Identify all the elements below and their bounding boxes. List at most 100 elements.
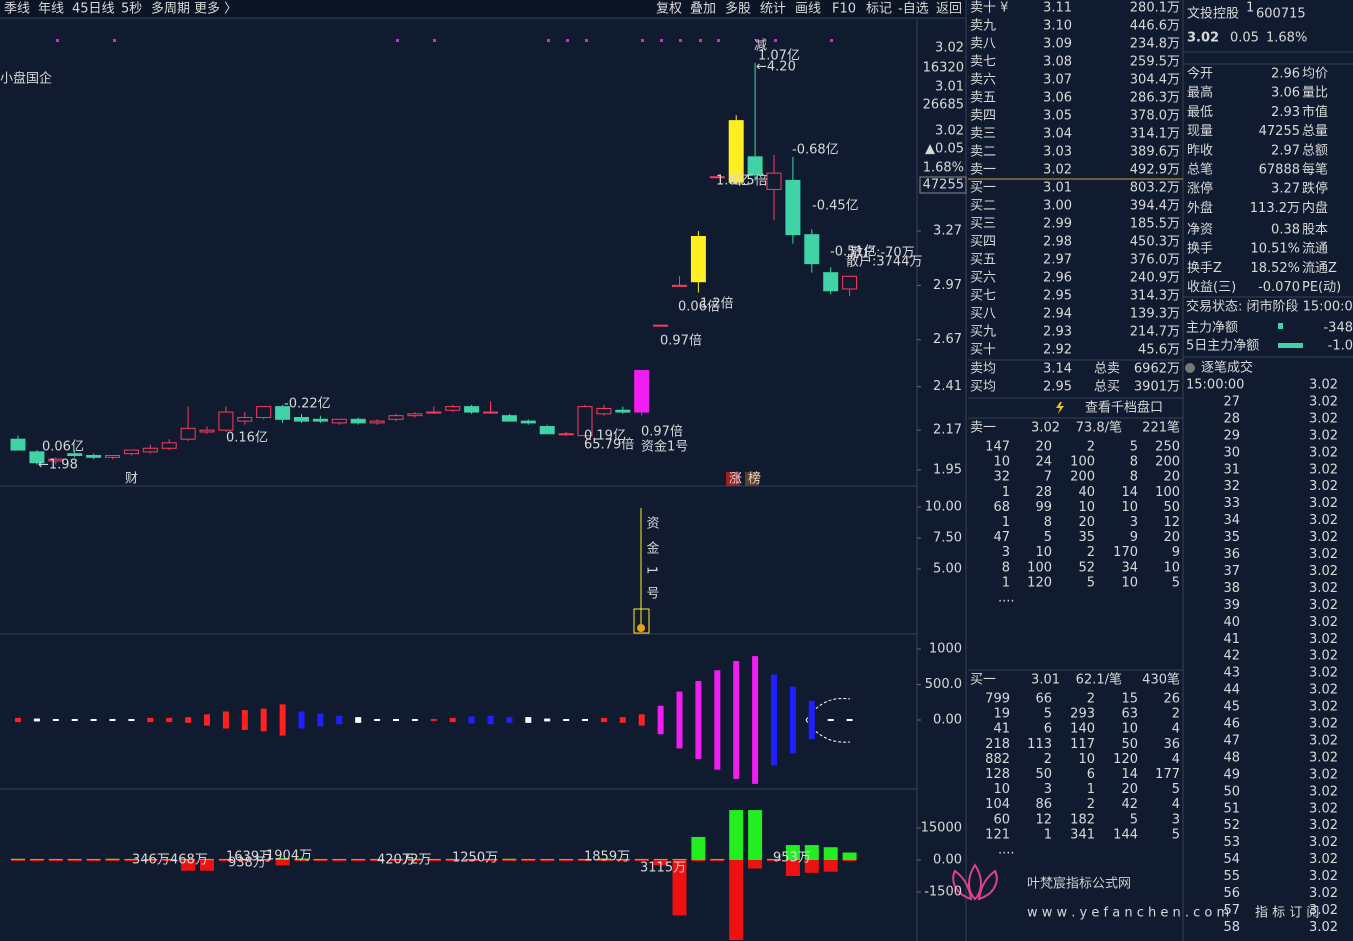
- toolbar-item[interactable]: 年线: [38, 2, 64, 17]
- marker-dot: [641, 39, 644, 42]
- flow-bar: [729, 810, 744, 860]
- trade-price: 3.02: [1309, 717, 1338, 732]
- wave-bar: [317, 713, 324, 727]
- queue-cell: 182: [1070, 812, 1095, 827]
- toolbar-item[interactable]: 返回: [936, 2, 962, 17]
- flow-bar: [48, 859, 63, 861]
- flow-bar: [105, 859, 120, 861]
- flow-bar: [634, 859, 649, 861]
- toolbar-item[interactable]: 复权: [656, 1, 682, 17]
- trade-price: 3.02: [1309, 428, 1338, 443]
- flow-bar: [86, 859, 101, 861]
- annotation: 小盘国企: [0, 71, 52, 87]
- queue-cell: 1: [1002, 515, 1010, 530]
- candle-body: [653, 324, 669, 327]
- queue-cell: 2: [1087, 440, 1095, 455]
- depth-link[interactable]: 查看千档盘口: [1085, 400, 1163, 416]
- candle-body: [615, 409, 631, 413]
- flow-bar: [672, 858, 687, 860]
- queue-cell: 1: [1002, 575, 1010, 590]
- crosshair-label: 47255: [923, 178, 964, 193]
- toolbar-item[interactable]: 统计: [760, 2, 786, 17]
- stat-value: 10.51%: [1250, 242, 1300, 257]
- crosshair-label: 1.68%: [923, 161, 964, 176]
- book-price: 2.98: [1043, 235, 1072, 250]
- trade-price: 3.02: [1309, 784, 1338, 799]
- book-price: 2.93: [1043, 325, 1072, 340]
- toolbar-item[interactable]: 多股: [725, 1, 751, 17]
- candle-body: [501, 415, 517, 422]
- toolbar-item[interactable]: 45日线: [72, 2, 115, 17]
- trade-price: 3.02: [1309, 818, 1338, 833]
- queue-orders: 221笔: [1142, 420, 1180, 436]
- trade-time: 54: [1223, 852, 1240, 867]
- book-price: 3.09: [1043, 37, 1072, 52]
- book-volume: 314.1万: [1130, 127, 1180, 142]
- flow-bar: [823, 859, 838, 872]
- book-price: 3.06: [1043, 91, 1072, 106]
- queue-cell: 19: [993, 707, 1010, 722]
- y-tick-label: 500.0: [925, 677, 962, 692]
- book-label: 卖五: [970, 91, 996, 106]
- toolbar-item[interactable]: 画线: [795, 2, 821, 17]
- flow-bar: [464, 859, 479, 861]
- wave-bar: [544, 718, 551, 722]
- book-price: 2.99: [1043, 217, 1072, 232]
- trade-time: 32: [1223, 479, 1240, 494]
- toolbar-item[interactable]: 5秒: [121, 2, 142, 17]
- flow-bar: [748, 859, 763, 869]
- flow-bar: [653, 859, 668, 866]
- toolbar-item[interactable]: -自选: [898, 2, 929, 17]
- y-tick-label: 2.17: [933, 423, 962, 438]
- book-price: 3.03: [1043, 145, 1072, 160]
- signal-label: 资金1号: [644, 516, 660, 611]
- stat-label: 均价: [1302, 67, 1328, 82]
- queue-cell: 147: [985, 440, 1010, 455]
- flow-bar: [710, 858, 725, 860]
- queue-cell: 52: [1078, 560, 1095, 575]
- candle-body: [520, 420, 536, 424]
- queue-cell: 5: [1044, 707, 1052, 722]
- trade-price: 3.02: [1309, 750, 1338, 765]
- book-volume: 446.6万: [1130, 19, 1180, 34]
- toolbar-item[interactable]: 季线: [4, 2, 30, 17]
- queue-price: 3.02: [1031, 421, 1060, 436]
- toolbar-item[interactable]: F10: [832, 2, 856, 17]
- book-volume: 492.9万: [1130, 163, 1180, 178]
- wave-bar: [355, 717, 362, 723]
- flow-bar: [521, 859, 536, 861]
- flow-bar: [578, 859, 592, 861]
- queue-cell: 5: [1130, 812, 1138, 827]
- toolbar-item[interactable]: 标记: [866, 2, 892, 17]
- book-price: 3.11: [1043, 1, 1072, 16]
- queue-cell: 2: [1087, 797, 1095, 812]
- flow-bar: [842, 859, 857, 861]
- book-label: 总卖: [1094, 362, 1120, 377]
- queue-orders: 430笔: [1142, 672, 1180, 688]
- toolbar-item[interactable]: 多周期: [151, 1, 190, 17]
- toolbar-item[interactable]: 更多 〉: [194, 1, 237, 17]
- queue-cell: 341: [1070, 827, 1095, 842]
- stat-label: 总量: [1302, 124, 1328, 139]
- toolbar-item[interactable]: 叠加: [690, 2, 716, 17]
- queue-cell: 1: [1044, 827, 1052, 842]
- book-price: 2.97: [1043, 253, 1072, 268]
- queue-cell: 10: [1121, 500, 1138, 515]
- flow-value: -348: [1323, 321, 1353, 336]
- flow-bar: [559, 858, 574, 860]
- book-label: 买七: [970, 289, 996, 304]
- queue-cell: 20: [1163, 530, 1180, 545]
- book-volume: 314.3万: [1130, 289, 1180, 304]
- queue-cell: 144: [1113, 827, 1138, 842]
- flow-bar: [710, 859, 725, 861]
- y-tick-label: 1000: [929, 641, 962, 656]
- marker-dot: [756, 39, 759, 42]
- flow-bar: [540, 859, 555, 861]
- queue-cell: 293: [1070, 707, 1095, 722]
- stat-label: 股本: [1302, 223, 1328, 238]
- crosshair-label: ▲0.05: [925, 142, 964, 157]
- flow-bar: [181, 859, 196, 871]
- candle-body: [161, 442, 177, 449]
- annotation: 0.16亿: [226, 431, 268, 446]
